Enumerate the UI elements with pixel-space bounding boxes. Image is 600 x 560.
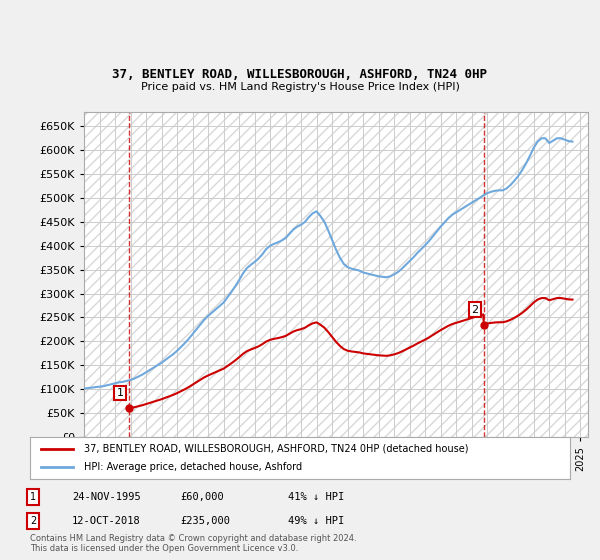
Text: 37, BENTLEY ROAD, WILLESBOROUGH, ASHFORD, TN24 0HP (detached house): 37, BENTLEY ROAD, WILLESBOROUGH, ASHFORD… xyxy=(84,444,469,454)
Text: 24-NOV-1995: 24-NOV-1995 xyxy=(72,492,141,502)
Text: Price paid vs. HM Land Registry's House Price Index (HPI): Price paid vs. HM Land Registry's House … xyxy=(140,82,460,92)
Text: Contains HM Land Registry data © Crown copyright and database right 2024.
This d: Contains HM Land Registry data © Crown c… xyxy=(30,534,356,553)
Text: 37, BENTLEY ROAD, WILLESBOROUGH, ASHFORD, TN24 0HP: 37, BENTLEY ROAD, WILLESBOROUGH, ASHFORD… xyxy=(113,68,487,81)
Text: 2: 2 xyxy=(472,305,479,315)
Text: £60,000: £60,000 xyxy=(180,492,224,502)
Text: 1: 1 xyxy=(116,388,124,398)
Text: 2: 2 xyxy=(30,516,36,526)
Text: 49% ↓ HPI: 49% ↓ HPI xyxy=(288,516,344,526)
Text: 12-OCT-2018: 12-OCT-2018 xyxy=(72,516,141,526)
Text: HPI: Average price, detached house, Ashford: HPI: Average price, detached house, Ashf… xyxy=(84,462,302,472)
Text: 41% ↓ HPI: 41% ↓ HPI xyxy=(288,492,344,502)
Text: 1: 1 xyxy=(30,492,36,502)
Text: £235,000: £235,000 xyxy=(180,516,230,526)
